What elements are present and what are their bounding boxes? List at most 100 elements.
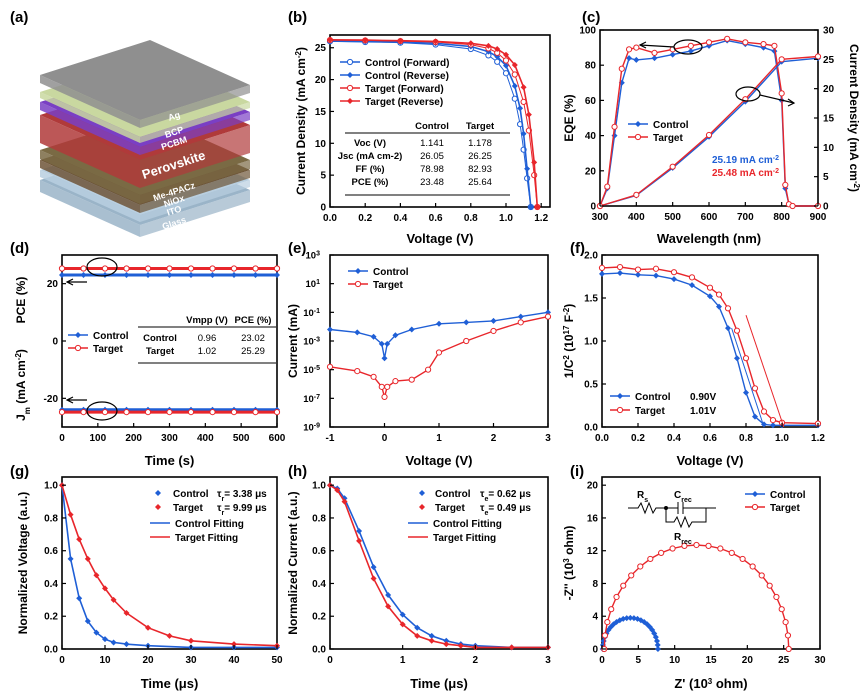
table-cell: Target: [146, 346, 175, 357]
text-fragment: r: [221, 510, 224, 517]
data-point: [378, 340, 385, 347]
x-tick-label: 400: [197, 433, 214, 444]
x-tick-label: 0.2: [631, 433, 645, 444]
data-point: [425, 366, 432, 373]
layer-front: [140, 180, 250, 222]
table-header: Vmpp (V): [186, 315, 228, 326]
y-tick-label: 0.0: [584, 423, 598, 434]
data-point: [252, 272, 259, 279]
legend-label: Control: [653, 120, 689, 131]
y-tick-label: 25: [823, 55, 835, 66]
x-tick-label: 0.8: [739, 433, 753, 444]
x-tick-label: 900: [810, 212, 827, 223]
y-tick-label: 0: [590, 202, 596, 213]
plot-frame: [329, 476, 549, 650]
y-tick-label: 0: [52, 337, 58, 348]
legend-label: Control: [635, 392, 671, 403]
text-fragment: 3: [316, 250, 320, 257]
data-point: [503, 62, 509, 69]
legend-label: Target Fitting: [175, 533, 238, 544]
data-point: [616, 406, 624, 414]
x-tick-label: 0: [59, 433, 65, 444]
text-fragment: 1: [316, 279, 320, 286]
data-point: [608, 606, 615, 613]
data-point: [74, 344, 82, 352]
data-point: [784, 632, 792, 639]
text-fragment: -1: [314, 307, 320, 314]
layer-label: ITO: [165, 204, 182, 218]
data-point: [408, 326, 415, 333]
data-point: [187, 408, 195, 416]
data-point: [392, 378, 399, 385]
y-axis-label: Normalized Voltage (a.u.): [16, 492, 30, 634]
data-point: [419, 490, 425, 496]
y-tick-label: 25: [315, 43, 327, 54]
data-point: [273, 408, 281, 416]
data-point: [80, 265, 87, 272]
x-tick-label: 0.6: [429, 213, 443, 224]
data-point: [758, 572, 765, 579]
layer-side: [40, 170, 140, 222]
y-tick-label: 0: [592, 645, 598, 656]
x-axis-label: Wavelength (nm): [657, 231, 761, 246]
x-tick-label: 1.0: [499, 213, 513, 224]
x-tick-label: 0.2: [358, 213, 372, 224]
data-point: [599, 270, 605, 277]
mpp-chart: 0 100 200 300 400 500 600 -20 0 20 Time (s) PCE (%)…: [14, 254, 286, 468]
arrow-right: [787, 98, 796, 107]
x-axis-label: Time (s): [145, 453, 195, 468]
y-tick-label: 15: [823, 114, 835, 125]
data-point: [681, 542, 688, 549]
data-point: [463, 337, 470, 345]
y-tick-label: 16: [587, 513, 599, 524]
table-cell: Voc (V): [354, 138, 386, 149]
text-fragment: F: [562, 315, 576, 326]
data-point: [524, 165, 531, 172]
x-tick-label: 1: [436, 433, 442, 444]
layer-side: [40, 150, 140, 204]
data-point: [633, 44, 640, 51]
y-tick-label: 1.0: [312, 481, 326, 492]
x-tick-label: 3: [545, 655, 551, 666]
data-point: [611, 123, 618, 130]
data-point: [490, 317, 497, 324]
text-fragment: -5: [314, 365, 320, 372]
data-point: [705, 131, 713, 139]
data-point: [544, 313, 552, 320]
text-fragment: rec: [681, 539, 692, 546]
legend-label: Target: [635, 406, 665, 417]
x-tick-label: 100: [89, 433, 106, 444]
y-tick-label: 0.2: [312, 612, 326, 623]
legend-label: Control: [435, 489, 471, 500]
x-tick-label: 25: [778, 655, 790, 666]
series-line: [329, 484, 548, 649]
data-point: [370, 373, 377, 380]
data-point: [326, 363, 334, 370]
data-point: [778, 56, 785, 63]
data-point: [724, 35, 731, 42]
data-point: [633, 191, 640, 198]
layer-label: Ag: [167, 110, 182, 123]
data-point: [252, 408, 259, 416]
y-tick-label: 0.0: [312, 645, 326, 656]
y-tick-label: 0.0: [44, 645, 58, 656]
text-fragment: -2: [294, 50, 303, 58]
text-fragment: 17: [562, 325, 571, 334]
x-tick-label: 10: [99, 655, 111, 666]
legend-label: Control Fitting: [175, 519, 244, 530]
text-fragment: -2: [562, 307, 571, 315]
legend-label: Target: [653, 133, 683, 144]
text-fragment: -2: [773, 168, 779, 175]
legend-label: Control: [93, 331, 129, 342]
y-tick-label: 0.4: [312, 579, 326, 590]
data-point: [274, 272, 280, 279]
data-point: [627, 614, 634, 621]
legend-value: 1.01V: [690, 406, 716, 417]
data-point: [384, 383, 391, 390]
series-line: [61, 485, 277, 649]
data-point: [527, 204, 534, 210]
data-point: [511, 71, 518, 78]
table-cell: 23.48: [420, 177, 444, 188]
text-fragment: r: [221, 496, 224, 503]
